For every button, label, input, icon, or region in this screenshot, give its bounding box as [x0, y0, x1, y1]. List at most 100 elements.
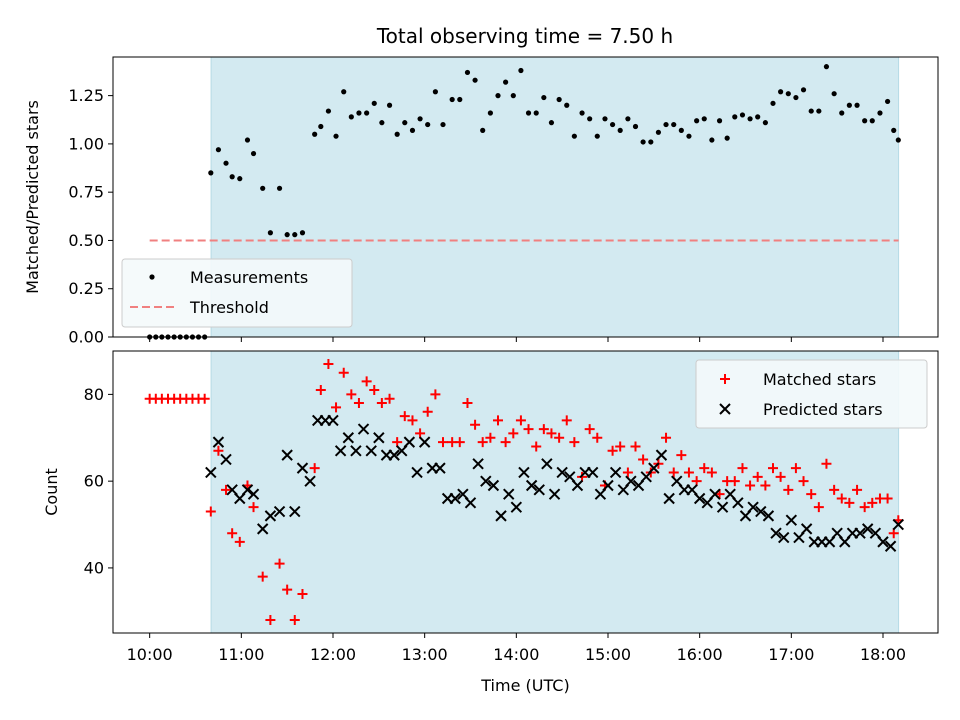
data-point: [564, 102, 570, 108]
data-point: [248, 502, 259, 513]
data-point: [299, 230, 306, 236]
data-point: [508, 428, 519, 439]
data-point: [215, 147, 222, 153]
data-point: [661, 432, 672, 443]
data-point: [346, 389, 357, 400]
data-point: [701, 116, 707, 122]
data-point: [737, 463, 748, 474]
data-point: [223, 160, 229, 166]
data-point: [394, 131, 400, 137]
data-point: [663, 121, 669, 128]
data-point: [256, 523, 269, 535]
data-point: [205, 506, 216, 517]
y-tick-label: 0.25: [68, 279, 104, 298]
data-point: [622, 467, 633, 478]
data-point: [546, 428, 557, 439]
data-point: [361, 376, 372, 387]
data-point: [630, 441, 641, 452]
data-point: [257, 571, 268, 582]
data-point: [548, 120, 555, 126]
legend-marker: [719, 403, 731, 415]
data-point: [402, 120, 408, 126]
data-point: [477, 437, 488, 448]
data-point: [353, 398, 364, 409]
data-point: [877, 536, 889, 548]
series-matched-stars: [144, 359, 904, 625]
data-point: [785, 514, 798, 526]
data-point: [533, 110, 539, 116]
data-point: [770, 527, 782, 539]
legend-label: Measurements: [190, 268, 308, 287]
data-point: [264, 510, 277, 522]
data-point: [586, 466, 599, 479]
data-point: [813, 502, 824, 513]
data-point: [638, 454, 649, 465]
data-point: [388, 449, 400, 461]
data-point: [839, 110, 845, 116]
data-point: [816, 108, 822, 114]
x-tick-label: 14:00: [493, 645, 539, 664]
data-point: [569, 437, 580, 448]
data-point: [800, 87, 807, 93]
legend-box: [121, 258, 353, 328]
data-point: [284, 232, 290, 238]
data-point: [846, 102, 852, 108]
x-tick-label: 11:00: [218, 645, 264, 664]
data-point: [260, 185, 266, 191]
data-point: [212, 436, 225, 448]
x-tick-label: 13:00: [402, 645, 448, 664]
data-point: [327, 414, 339, 427]
data-point: [709, 137, 715, 143]
data-point: [640, 139, 646, 145]
data-point: [265, 614, 276, 625]
data-point: [334, 445, 347, 457]
data-point: [648, 139, 654, 145]
data-point: [409, 127, 416, 133]
data-point: [571, 479, 584, 492]
data-point: [836, 493, 847, 504]
data-point: [480, 475, 492, 487]
y-tick-label: 40: [84, 558, 104, 577]
data-point: [417, 116, 423, 122]
data-point: [747, 501, 759, 513]
data-point: [724, 135, 730, 141]
data-point: [602, 479, 614, 492]
data-point: [594, 133, 600, 139]
data-point: [348, 114, 354, 120]
data-point: [229, 174, 235, 180]
x-tick-label: 10:00: [127, 645, 173, 664]
data-point: [342, 432, 355, 444]
y-tick-label: 0.75: [68, 183, 104, 202]
data-point: [602, 116, 608, 122]
y-tick-label: 80: [84, 385, 104, 404]
data-point: [220, 453, 232, 466]
data-point: [821, 458, 832, 469]
data-point: [364, 110, 370, 116]
data-point: [615, 441, 626, 452]
data-point: [525, 479, 538, 492]
data-point: [831, 91, 837, 97]
data-point: [357, 423, 370, 435]
x-tick-label: 17:00: [768, 645, 814, 664]
data-point: [760, 480, 771, 491]
data-point: [296, 462, 309, 474]
data-point: [440, 121, 446, 128]
data-point: [732, 497, 744, 509]
data-point: [472, 458, 484, 470]
data-point: [462, 398, 473, 409]
y-axis-label: Count: [42, 468, 61, 516]
data-point: [533, 484, 545, 496]
x-tick-label: 12:00: [310, 645, 356, 664]
data-point: [655, 449, 668, 461]
data-point: [518, 67, 524, 74]
data-point: [485, 432, 496, 443]
data-point: [333, 133, 339, 139]
x-tick-label: 18:00: [860, 645, 906, 664]
data-point: [892, 518, 905, 531]
data-point: [844, 497, 855, 508]
data-point: [592, 432, 603, 443]
data-point: [411, 466, 423, 479]
data-point: [418, 436, 431, 448]
data-point: [823, 64, 830, 70]
